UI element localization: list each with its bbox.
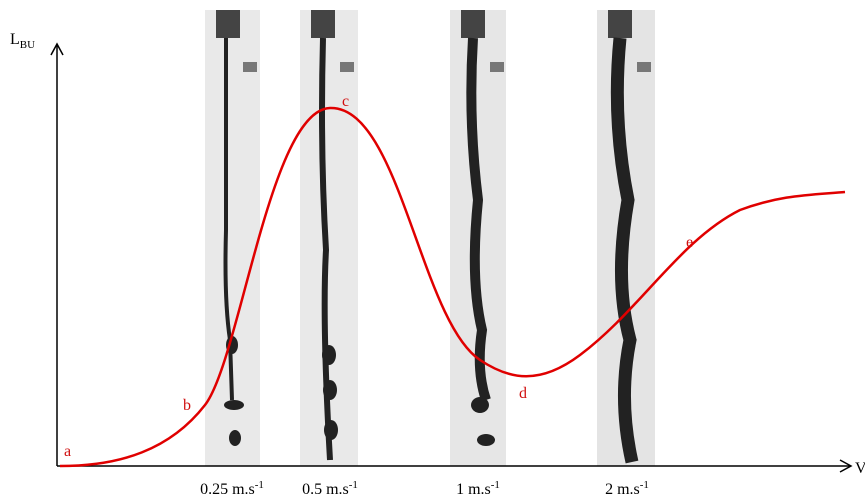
point-label: e	[686, 234, 693, 251]
point-label: b	[183, 397, 191, 414]
velocity-label: 1 m.s-1	[456, 479, 500, 498]
point-label: d	[519, 385, 527, 402]
y-axis-label: LBU	[10, 31, 35, 51]
velocity-label: 2 m.s-1	[605, 479, 649, 498]
jet-photos	[205, 10, 655, 466]
breakup-curve	[59, 106, 846, 468]
x-axis-label: V	[855, 460, 865, 477]
velocity-label: 0.25 m.s-1	[200, 479, 264, 498]
velocity-label: 0.5 m.s-1	[302, 479, 358, 498]
point-label: c	[342, 93, 349, 110]
point-label: a	[64, 443, 71, 460]
